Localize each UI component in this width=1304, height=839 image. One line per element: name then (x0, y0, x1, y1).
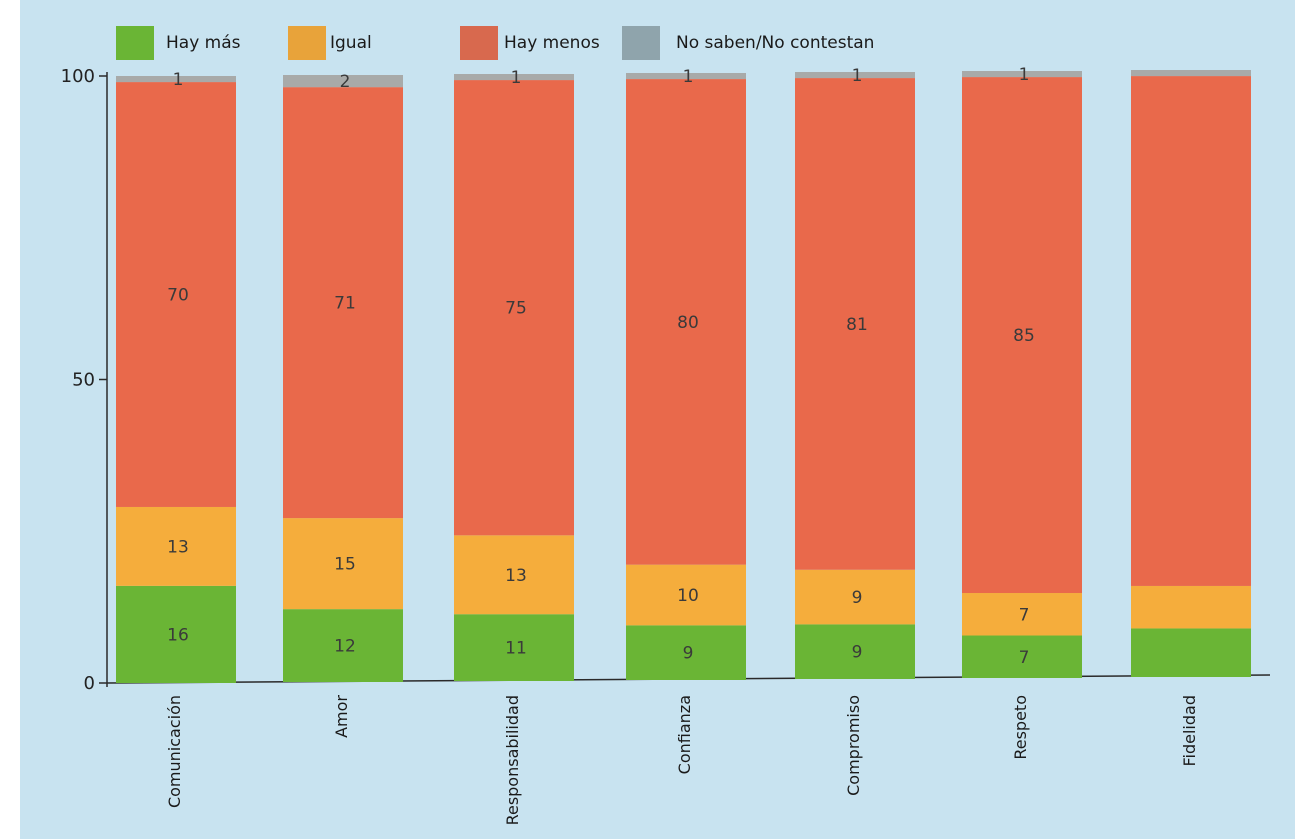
data-label: 71 (334, 294, 356, 314)
bar-segment (283, 518, 403, 610)
bar-segment (283, 75, 403, 88)
bar-3: 9 10 80 1 (626, 67, 746, 680)
bar-segment (116, 506, 236, 586)
bars: 16 13 70 1 12 15 71 2 11 13 75 1 9 10 80 1 9 9 81 1 7 7 85 1 (116, 65, 1251, 683)
bar-segment (1131, 76, 1251, 586)
bar-segment (116, 76, 236, 83)
data-label: 81 (846, 315, 868, 335)
category-label: Compromiso (844, 695, 863, 796)
bar-segment (795, 624, 915, 679)
bar-segment (454, 80, 574, 536)
data-label: 1 (173, 70, 184, 90)
data-label: 9 (852, 643, 863, 663)
bar-segment (1131, 70, 1251, 77)
bar-segment (795, 569, 915, 625)
bar-segment (626, 79, 746, 565)
data-label: 7 (1019, 648, 1030, 668)
bar-segment (626, 73, 746, 80)
legend-label: Hay menos (504, 33, 600, 53)
legend-label: Hay más (166, 33, 241, 53)
data-label: 1 (511, 68, 522, 88)
y-tick-label: 50 (72, 370, 95, 391)
bar-4: 9 9 81 1 (795, 66, 915, 679)
bar-segment (454, 614, 574, 681)
data-label: 2 (340, 72, 351, 92)
data-label: 16 (167, 625, 189, 645)
legend-swatch (460, 26, 498, 60)
bar-segment (626, 564, 746, 626)
category-label: Amor (332, 695, 351, 738)
data-label: 13 (505, 566, 527, 586)
bar-segment (626, 625, 746, 680)
bar-segment (283, 609, 403, 682)
data-label: 80 (677, 313, 699, 333)
bar-segment (795, 72, 915, 79)
legend-swatch (622, 26, 660, 60)
bar-segment (962, 71, 1082, 78)
legend-swatch (116, 26, 154, 60)
data-label: 1 (1019, 65, 1030, 85)
data-label: 11 (505, 639, 527, 659)
data-label: 9 (852, 588, 863, 608)
bar-6 (1131, 70, 1251, 677)
bar-0: 16 13 70 1 (116, 70, 236, 683)
data-label: 1 (852, 66, 863, 86)
bar-segment (454, 74, 574, 81)
data-label: 15 (334, 555, 356, 575)
data-label: 7 (1019, 605, 1030, 625)
bar-segment (962, 593, 1082, 636)
bar-segment (1131, 585, 1251, 629)
data-label: 1 (683, 67, 694, 87)
category-label: Respeto (1011, 695, 1030, 760)
data-label: 75 (505, 299, 527, 319)
data-label: 10 (677, 586, 699, 606)
legend-label: No saben/No contestan (676, 33, 874, 53)
data-label: 13 (167, 537, 189, 557)
bar-segment (962, 635, 1082, 678)
data-label: 85 (1013, 326, 1035, 346)
legend: Hay más Igual Hay menos No saben/No contest… (116, 26, 874, 60)
data-label: 70 (167, 286, 189, 306)
category-label: Comunicación (165, 695, 184, 808)
category-label: Responsabilidad (503, 695, 522, 825)
y-tick-label: 0 (84, 673, 95, 694)
category-label: Confianza (675, 695, 694, 774)
bar-segment (454, 535, 574, 615)
bar-2: 11 13 75 1 (454, 68, 574, 681)
category-label: Fidelidad (1180, 695, 1199, 767)
bar-5: 7 7 85 1 (962, 65, 1082, 678)
bar-1: 12 15 71 2 (283, 72, 403, 682)
legend-swatch (288, 26, 326, 60)
bar-segment (795, 78, 915, 570)
y-tick-label: 100 (61, 66, 95, 87)
bar-segment (116, 585, 236, 683)
data-label: 12 (334, 637, 356, 657)
bar-segment (962, 77, 1082, 594)
bar-segment (116, 82, 236, 507)
data-label: 9 (683, 644, 694, 664)
legend-label: Igual (330, 33, 372, 53)
bar-segment (1131, 628, 1251, 677)
bar-segment (283, 87, 403, 519)
